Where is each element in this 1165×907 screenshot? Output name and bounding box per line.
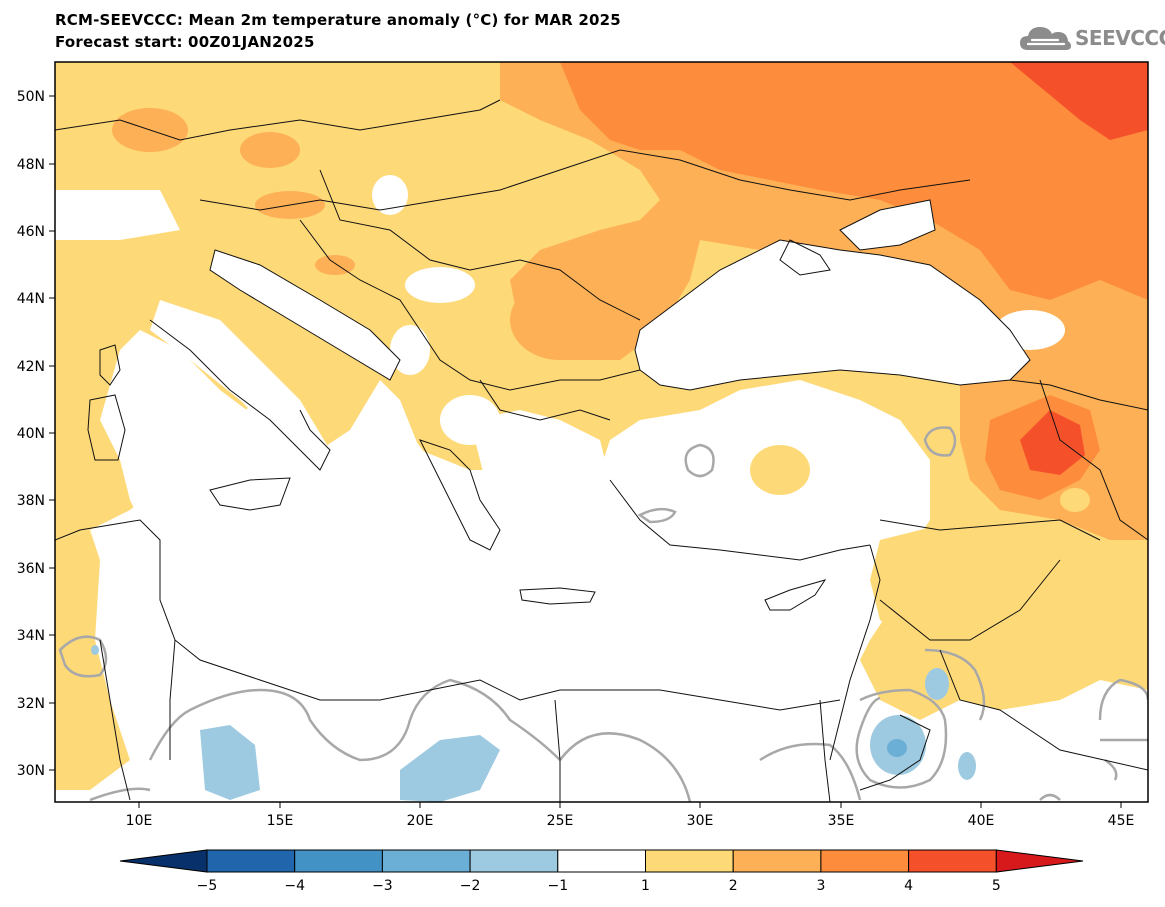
lat-tick: 42N bbox=[17, 359, 45, 375]
logo-text: SEEVCCC bbox=[1075, 26, 1165, 50]
colorbar-label: 1 bbox=[641, 878, 650, 894]
lat-tick: 30N bbox=[17, 763, 45, 779]
colorbar-cell bbox=[294, 849, 383, 873]
colorbar-cell bbox=[908, 849, 997, 873]
lon-tick: 30E bbox=[687, 813, 714, 829]
colorbar-arrow-high bbox=[995, 849, 1084, 873]
colorbar-cell bbox=[820, 849, 910, 873]
colorbar-cell bbox=[645, 849, 734, 873]
colorbar-cell bbox=[381, 849, 471, 873]
lat-tick: 32N bbox=[17, 696, 45, 712]
forecast-start: Forecast start: 00Z01JAN2025 bbox=[55, 33, 315, 51]
lat-tick: 36N bbox=[17, 561, 45, 577]
colorbar-label: −5 bbox=[197, 878, 218, 894]
lat-tick: 40N bbox=[17, 426, 45, 442]
lon-tick: 25E bbox=[547, 813, 574, 829]
anomaly-field bbox=[55, 62, 1148, 802]
lon-tick: 35E bbox=[828, 813, 855, 829]
colorbar-label: 2 bbox=[729, 878, 738, 894]
latitude-axis: 50N 48N 46N 44N 42N 40N 38N 36N 34N 32N … bbox=[17, 89, 55, 779]
lon-tick: 40E bbox=[968, 813, 995, 829]
colorbar-label: 4 bbox=[904, 878, 913, 894]
lon-tick: 15E bbox=[267, 813, 294, 829]
coastlines-borders bbox=[55, 99, 1148, 802]
lat-tick: 48N bbox=[17, 157, 45, 173]
lat-tick: 46N bbox=[17, 224, 45, 240]
lon-tick: 10E bbox=[126, 813, 153, 829]
lon-tick: 45E bbox=[1108, 813, 1135, 829]
map-frame bbox=[54, 61, 1149, 803]
lat-tick: 44N bbox=[17, 291, 45, 307]
lat-tick: 50N bbox=[17, 89, 45, 105]
lon-tick: 20E bbox=[407, 813, 434, 829]
colorbar-label: −2 bbox=[460, 878, 481, 894]
colorbar-label: −1 bbox=[547, 878, 568, 894]
cloud-logo-icon bbox=[1020, 27, 1071, 50]
longitude-axis: 10E 15E 20E 25E 30E 35E 40E 45E bbox=[126, 802, 1135, 829]
colorbar-cell bbox=[206, 849, 296, 873]
colorbar-cell bbox=[469, 849, 559, 873]
anomaly-zero-contours bbox=[58, 426, 1148, 802]
colorbar-label: −3 bbox=[372, 878, 393, 894]
lat-tick: 38N bbox=[17, 493, 45, 509]
colorbar: −5 −4 −3 −2 −1 1 2 3 4 5 bbox=[119, 849, 1084, 894]
colorbar-arrow-low bbox=[119, 849, 208, 873]
colorbar-cell bbox=[732, 849, 822, 873]
lat-tick: 34N bbox=[17, 628, 45, 644]
colorbar-cell bbox=[557, 849, 646, 873]
seevccc-logo: SEEVCCC bbox=[1018, 22, 1165, 54]
colorbar-label: 5 bbox=[992, 878, 1001, 894]
colorbar-label: −4 bbox=[284, 878, 305, 894]
map-title: RCM-SEEVCCC: Mean 2m temperature anomaly… bbox=[55, 11, 621, 29]
colorbar-label: 3 bbox=[816, 878, 825, 894]
